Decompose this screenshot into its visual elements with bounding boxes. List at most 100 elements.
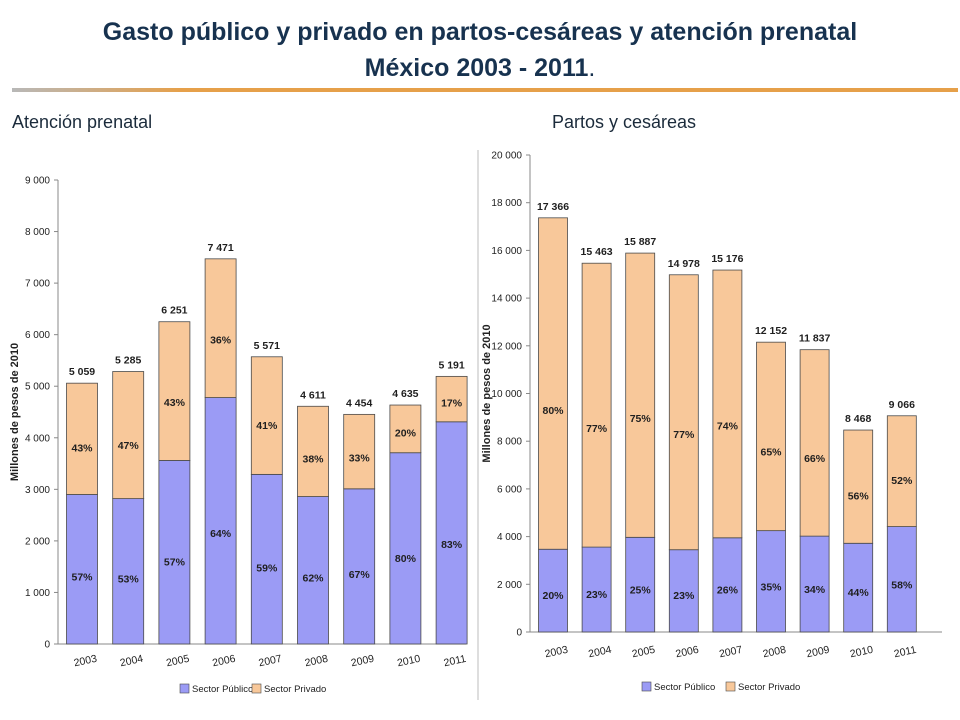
x-tick-label: 2007 bbox=[258, 653, 283, 670]
label-total: 4 454 bbox=[346, 397, 372, 409]
y-axis-title: Millones de pesos de 2010 bbox=[9, 343, 21, 481]
bar-sector-publico bbox=[756, 530, 786, 633]
label-total: 5 059 bbox=[69, 366, 95, 378]
label-total: 14 978 bbox=[668, 258, 700, 270]
bar-sector-privado bbox=[756, 341, 786, 532]
x-tick-label: 2009 bbox=[350, 653, 375, 670]
label-pct-privado: 41% bbox=[256, 420, 278, 432]
label-total: 8 468 bbox=[845, 413, 871, 425]
panel-label-partos: Partos y cesáreas bbox=[552, 112, 697, 132]
legend-swatch-privado bbox=[251, 683, 262, 694]
label-pct-publico: 35% bbox=[760, 581, 782, 593]
label-pct-privado: 47% bbox=[118, 440, 140, 452]
bar-sector-publico bbox=[799, 535, 830, 633]
x-tick-label: 2004 bbox=[587, 644, 612, 661]
label-pct-privado: 77% bbox=[586, 423, 608, 435]
bar-sector-publico bbox=[712, 537, 743, 633]
bar-sector-privado bbox=[297, 405, 329, 497]
label-total: 4 635 bbox=[392, 388, 418, 400]
bar-sector-publico bbox=[435, 421, 468, 645]
label-pct-publico: 23% bbox=[586, 589, 608, 601]
bar-sector-privado bbox=[799, 349, 830, 537]
label-total: 12 152 bbox=[755, 325, 787, 337]
bar-sector-privado bbox=[538, 217, 568, 550]
label-pct-privado: 77% bbox=[673, 429, 695, 441]
y-tick-label: 4 000 bbox=[25, 433, 50, 444]
y-tick-label: 1 000 bbox=[25, 588, 50, 599]
bar-sector-privado bbox=[112, 371, 145, 500]
label-pct-publico: 26% bbox=[717, 585, 739, 597]
legend-label-privado: Sector Privado bbox=[264, 684, 326, 695]
label-total: 5 571 bbox=[254, 340, 280, 352]
bar-sector-privado bbox=[581, 262, 612, 548]
y-tick-label: 2 000 bbox=[25, 536, 50, 547]
x-tick-label: 2008 bbox=[304, 653, 329, 670]
bar-sector-privado bbox=[625, 252, 656, 538]
bar-sector-privado bbox=[389, 404, 422, 454]
label-pct-privado: 66% bbox=[804, 453, 826, 465]
label-pct-privado: 17% bbox=[441, 398, 463, 410]
label-pct-publico: 62% bbox=[302, 573, 324, 585]
y-tick-label: 0 bbox=[44, 640, 50, 651]
x-tick-label: 2003 bbox=[544, 644, 569, 661]
label-total: 7 471 bbox=[207, 242, 233, 254]
label-pct-publico: 64% bbox=[210, 528, 232, 540]
title-divider bbox=[12, 88, 958, 92]
y-tick-label: 8 000 bbox=[497, 437, 522, 448]
title-line-1: Gasto público y privado en partos-cesáre… bbox=[102, 18, 858, 46]
bar-sector-publico bbox=[158, 460, 191, 645]
bar-sector-publico bbox=[204, 397, 237, 645]
y-tick-label: 5 000 bbox=[25, 382, 50, 393]
title-line-2-text: México 2003 - 2011 bbox=[364, 54, 589, 82]
bar-sector-publico bbox=[886, 526, 917, 633]
legend-label-publico: Sector Público bbox=[654, 682, 715, 693]
x-tick-label: 2010 bbox=[849, 644, 874, 661]
label-pct-privado: 43% bbox=[164, 397, 186, 409]
bar-sector-privado bbox=[712, 269, 743, 539]
x-tick-label: 2011 bbox=[893, 644, 918, 660]
label-pct-publico: 23% bbox=[673, 590, 695, 602]
y-tick-label: 16 000 bbox=[491, 246, 522, 257]
label-total: 11 837 bbox=[799, 333, 831, 345]
label-pct-publico: 57% bbox=[164, 556, 186, 568]
legend-swatch-publico bbox=[641, 681, 652, 692]
label-pct-privado: 56% bbox=[848, 491, 870, 503]
label-pct-publico: 83% bbox=[441, 539, 463, 551]
x-tick-label: 2003 bbox=[73, 653, 98, 670]
label-pct-publico: 58% bbox=[891, 580, 913, 592]
bar-sector-privado bbox=[843, 429, 874, 544]
label-total: 9 066 bbox=[889, 399, 915, 411]
label-pct-privado: 36% bbox=[210, 334, 232, 346]
x-tick-label: 2005 bbox=[165, 653, 190, 670]
y-tick-label: 6 000 bbox=[497, 484, 522, 495]
bar-sector-publico bbox=[625, 536, 656, 633]
label-pct-publico: 44% bbox=[848, 587, 870, 599]
x-tick-label: 2006 bbox=[675, 644, 700, 661]
label-pct-publico: 59% bbox=[256, 563, 278, 575]
label-pct-privado: 38% bbox=[302, 454, 324, 466]
x-tick-label: 2007 bbox=[718, 644, 743, 661]
label-pct-privado: 33% bbox=[349, 453, 371, 465]
y-tick-label: 20 000 bbox=[491, 151, 522, 162]
bar-sector-privado bbox=[158, 321, 191, 461]
bar-sector-privado bbox=[250, 356, 283, 475]
y-tick-label: 12 000 bbox=[491, 341, 522, 352]
bar-sector-privado bbox=[435, 375, 468, 423]
bar-sector-publico bbox=[389, 452, 422, 645]
bar-sector-privado bbox=[886, 415, 917, 527]
label-total: 5 285 bbox=[115, 355, 141, 367]
bar-sector-publico bbox=[297, 496, 329, 645]
panel-label-prenatal: Atención prenatal bbox=[12, 112, 153, 132]
label-pct-publico: 53% bbox=[118, 574, 140, 586]
label-pct-privado: 74% bbox=[717, 420, 739, 432]
label-total: 5 191 bbox=[438, 359, 464, 371]
label-pct-privado: 75% bbox=[630, 413, 652, 425]
legend-label-privado: Sector Privado bbox=[738, 682, 800, 693]
bar-sector-publico bbox=[112, 498, 145, 645]
label-pct-publico: 20% bbox=[542, 590, 564, 602]
y-tick-label: 4 000 bbox=[497, 532, 522, 543]
title-line-2: México 2003 - 2011. bbox=[0, 50, 960, 86]
x-tick-label: 2006 bbox=[211, 653, 236, 670]
label-pct-privado: 43% bbox=[71, 443, 93, 455]
y-tick-label: 14 000 bbox=[491, 294, 522, 305]
